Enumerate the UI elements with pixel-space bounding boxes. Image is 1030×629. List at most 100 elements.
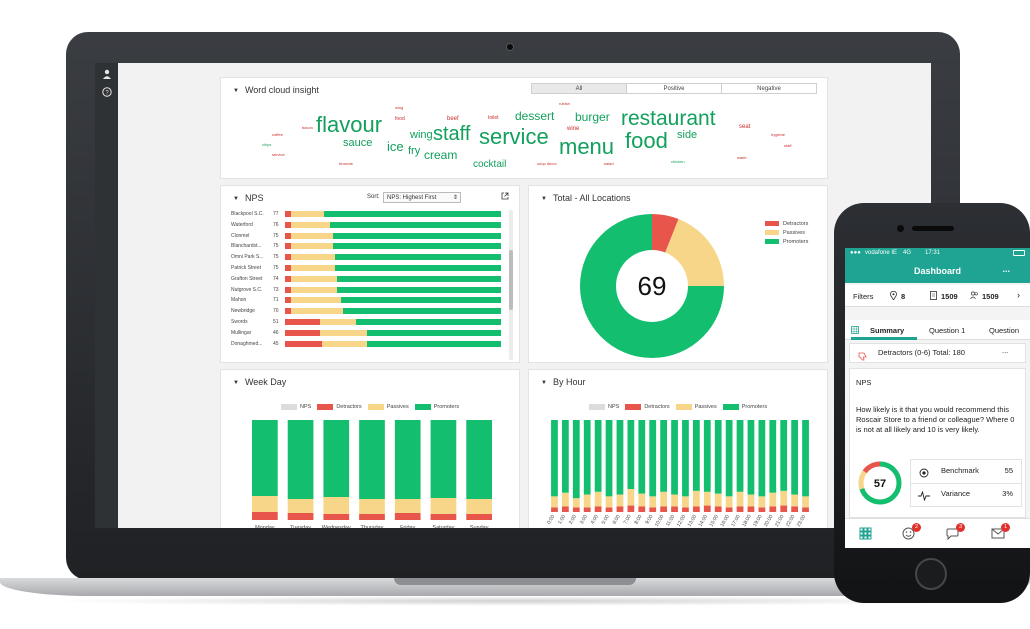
filter-negative[interactable]: Negative: [722, 84, 816, 93]
cloud-word[interactable]: wing: [395, 105, 404, 110]
detractors-bar[interactable]: [769, 506, 777, 512]
promoters-bar[interactable]: [802, 420, 809, 497]
detractors-bar[interactable]: [638, 506, 646, 512]
nps-row[interactable]: Blanchardst... 75: [231, 242, 503, 251]
detractors-bar[interactable]: [359, 514, 385, 520]
promoters-bar[interactable]: [323, 420, 350, 497]
filter-positive[interactable]: Positive: [627, 84, 722, 93]
cloud-word[interactable]: flavour: [316, 112, 383, 137]
promoters-bar[interactable]: [572, 420, 580, 499]
promoters-bar[interactable]: [703, 420, 711, 492]
detractors-bar[interactable]: [466, 514, 492, 520]
cloud-word[interactable]: toilet: [488, 115, 499, 121]
cloud-word[interactable]: ice: [387, 139, 404, 154]
cloud-word[interactable]: cocktail: [473, 159, 507, 170]
passives-bar[interactable]: [671, 494, 678, 507]
passives-bar[interactable]: [605, 496, 613, 508]
user-icon[interactable]: [101, 69, 113, 81]
promoters-bar[interactable]: [627, 420, 635, 489]
passives-bar[interactable]: [323, 497, 350, 514]
detractors-more-icon[interactable]: ...: [1002, 346, 1009, 355]
passives-bar[interactable]: [649, 496, 657, 508]
passives-bar[interactable]: [660, 491, 668, 507]
detractors-bar[interactable]: [572, 507, 580, 512]
promoters-bar[interactable]: [561, 420, 569, 493]
detractors-bar[interactable]: [758, 507, 766, 512]
filters-bar[interactable]: Filters 8 1509 1509 ›: [845, 285, 1030, 307]
tab-question[interactable]: Question: [989, 326, 1020, 335]
cloud-word[interactable]: cream: [424, 148, 458, 162]
detractors-bar[interactable]: [394, 513, 421, 520]
nps-row[interactable]: Blackpool S.C. 77: [231, 210, 503, 219]
help-icon[interactable]: ?: [101, 87, 113, 99]
passives-bar[interactable]: [616, 494, 624, 507]
cloud-word[interactable]: salad: [604, 161, 614, 166]
cloud-word[interactable]: wing: [410, 129, 433, 141]
phone-home-button[interactable]: [915, 558, 947, 590]
cloud-word[interactable]: soup decor: [537, 161, 557, 166]
nps-row[interactable]: Patrick Street 75: [231, 264, 503, 273]
smiley-icon[interactable]: [902, 527, 915, 543]
nps-row[interactable]: Omni Park S... 75: [231, 253, 503, 262]
passives-bar[interactable]: [466, 499, 492, 514]
promoters-bar[interactable]: [359, 420, 385, 499]
cloud-word[interactable]: beef: [447, 116, 459, 122]
promoters-bar[interactable]: [758, 420, 766, 497]
cloud-word[interactable]: water: [737, 155, 747, 160]
promoters-bar[interactable]: [616, 420, 624, 495]
cloud-word[interactable]: restaurant: [621, 107, 716, 130]
nps-row[interactable]: Newbridge 70: [231, 307, 503, 316]
promoters-bar[interactable]: [605, 420, 613, 497]
passives-bar[interactable]: [572, 498, 580, 508]
detractors-bar[interactable]: [703, 505, 711, 512]
cloud-word[interactable]: service: [479, 124, 549, 149]
nps-row[interactable]: Clonmel 75: [231, 232, 503, 241]
detractors-bar[interactable]: [714, 506, 722, 512]
passives-bar[interactable]: [430, 498, 457, 514]
nps-scroll-thumb[interactable]: [509, 250, 513, 310]
detractors-bar[interactable]: [605, 507, 613, 512]
passives-bar[interactable]: [780, 490, 788, 506]
cloud-word[interactable]: wine: [567, 126, 580, 132]
promoters-bar[interactable]: [660, 420, 668, 492]
promoters-bar[interactable]: [736, 420, 744, 492]
detractors-bar[interactable]: [594, 506, 602, 512]
passives-bar[interactable]: [682, 496, 689, 508]
promoters-bar[interactable]: [394, 420, 421, 499]
promoters-bar[interactable]: [692, 420, 700, 491]
promoters-bar[interactable]: [551, 420, 558, 497]
passives-bar[interactable]: [747, 494, 755, 507]
detractors-bar[interactable]: [561, 506, 569, 512]
detractors-bar[interactable]: [323, 514, 350, 520]
cloud-word[interactable]: service: [272, 152, 285, 157]
promoters-bar[interactable]: [791, 420, 799, 495]
grid-icon[interactable]: [859, 527, 872, 543]
detractors-bar[interactable]: [736, 506, 744, 512]
donut-slice-detractors[interactable]: [652, 214, 679, 253]
passives-bar[interactable]: [791, 494, 799, 507]
donut-slice-passives[interactable]: [665, 219, 724, 286]
detractors-bar[interactable]: [649, 507, 657, 512]
detractors-bar[interactable]: [627, 505, 635, 512]
detractors-bar[interactable]: [747, 506, 755, 512]
detractors-bar[interactable]: [682, 507, 689, 512]
passives-bar[interactable]: [758, 496, 766, 508]
detractors-bar[interactable]: [616, 506, 624, 512]
cloud-word[interactable]: burger: [575, 110, 610, 124]
detractors-bar[interactable]: [583, 507, 591, 512]
nps-row[interactable]: Grafton Street 74: [231, 275, 503, 284]
passives-bar[interactable]: [287, 499, 314, 513]
filter-all[interactable]: All: [532, 84, 627, 93]
promoters-bar[interactable]: [649, 420, 657, 497]
filters-label[interactable]: Filters: [853, 292, 874, 301]
detractors-bar[interactable]: [430, 514, 457, 520]
cloud-word[interactable]: food: [395, 116, 405, 122]
cloud-word[interactable]: chips: [262, 142, 272, 147]
sort-select[interactable]: NPS: Highest First: [383, 192, 461, 203]
promoters-bar[interactable]: [430, 420, 457, 498]
passives-bar[interactable]: [583, 494, 591, 508]
passives-bar[interactable]: [627, 489, 635, 506]
detractors-bar[interactable]: [660, 506, 668, 512]
passives-bar[interactable]: [638, 493, 646, 507]
passives-bar[interactable]: [252, 496, 278, 512]
